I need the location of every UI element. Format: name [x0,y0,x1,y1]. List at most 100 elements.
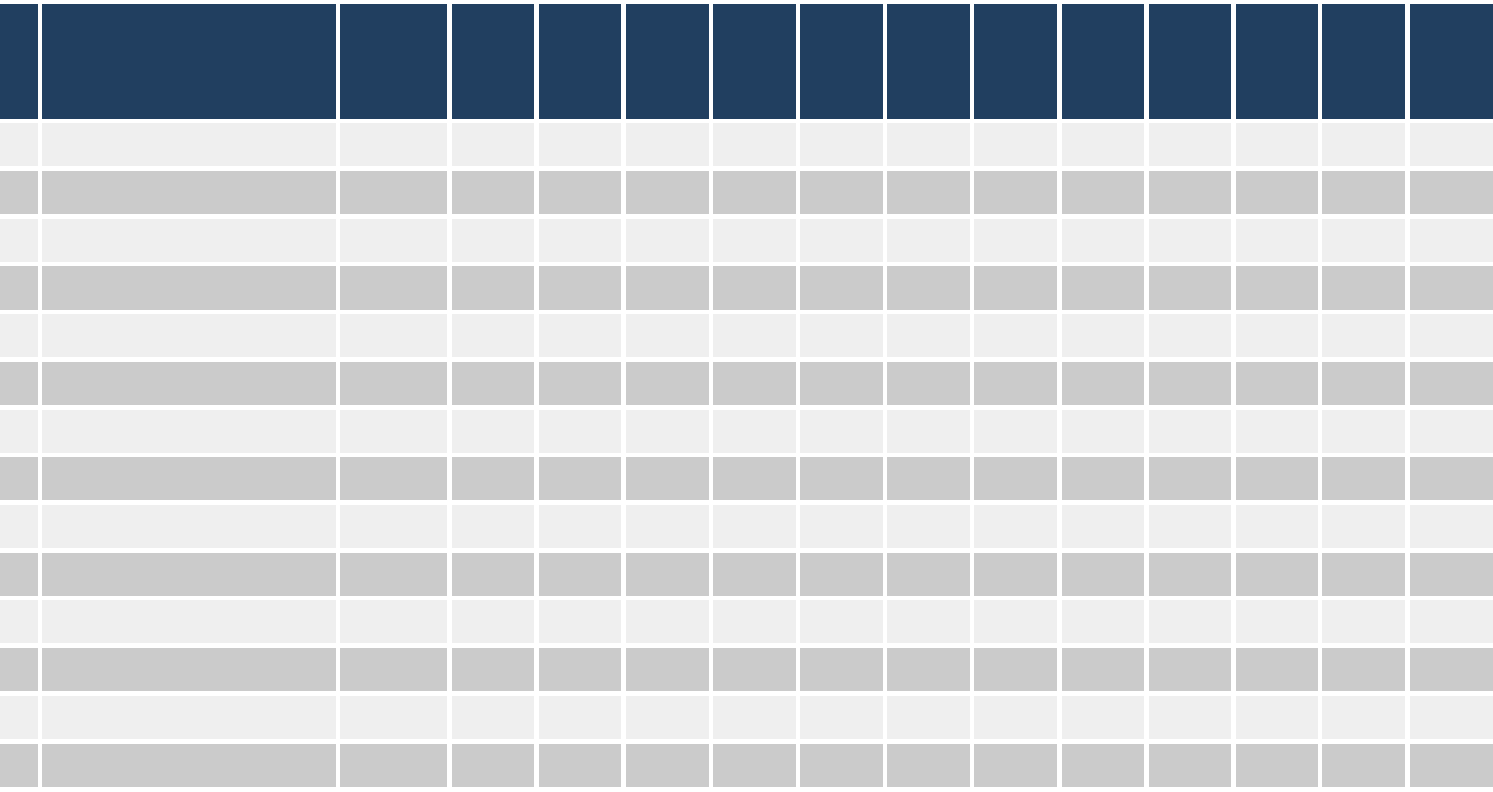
table-cell [340,266,447,310]
table-cell [1410,362,1493,405]
table-cell [42,314,336,357]
table-cell [800,600,883,643]
table-cell [0,457,38,500]
table-cell [1062,553,1144,596]
table-cell [1236,553,1318,596]
table-cell [800,553,883,596]
table-cell [539,314,621,357]
table-cell [539,744,621,787]
table-cell [539,219,621,262]
table-cell [1236,171,1318,214]
header-cell [539,4,621,119]
table-cell [1062,219,1144,262]
table-cell [713,219,796,262]
table-cell [1410,314,1493,357]
table-cell [800,171,883,214]
table-cell [42,744,336,787]
table-cell [713,410,796,453]
table-cell [539,696,621,739]
table-cell [1062,362,1144,405]
table-cell [0,696,38,739]
table-cell [800,744,883,787]
table-cell [539,600,621,643]
table-cell [626,648,709,691]
table-cell [1410,219,1493,262]
table-cell [340,505,447,548]
table-cell [1410,648,1493,691]
table-cell [452,171,534,214]
table-cell [340,457,447,500]
table-cell [713,362,796,405]
table-cell [887,553,970,596]
header-cell [800,4,883,119]
table-cell [1322,410,1405,453]
table-cell [800,266,883,310]
table-cell [626,410,709,453]
table-cell [1410,457,1493,500]
table-cell [1149,696,1231,739]
table-cell [1410,696,1493,739]
table-cell [800,314,883,357]
table-cell [539,123,621,166]
header-cell [1236,4,1318,119]
table-cell [974,171,1057,214]
table-cell [800,219,883,262]
table-cell [539,505,621,548]
table-cell [452,410,534,453]
table-cell [452,696,534,739]
header-cell [340,4,447,119]
table-cell [1149,457,1231,500]
table-cell [974,648,1057,691]
table-cell [42,648,336,691]
table-cell [1149,553,1231,596]
table-cell [340,219,447,262]
table-cell [1062,505,1144,548]
table-cell [1062,314,1144,357]
table-cell [1322,171,1405,214]
table-cell [887,123,970,166]
table-cell [887,171,970,214]
table-cell [626,266,709,310]
table-cell [1410,600,1493,643]
table-cell [340,171,447,214]
table-cell [0,600,38,643]
table-cell [713,648,796,691]
table-cell [1236,219,1318,262]
table-cell [626,171,709,214]
header-cell [452,4,534,119]
table-cell [1236,648,1318,691]
table-cell [42,457,336,500]
table-cell [974,553,1057,596]
table-cell [1410,410,1493,453]
table-cell [0,362,38,405]
table-cell [539,457,621,500]
table-cell [887,219,970,262]
table-cell [1062,123,1144,166]
table-cell [800,457,883,500]
table-cell [974,123,1057,166]
table-cell [1236,600,1318,643]
table-cell [800,505,883,548]
table-cell [1149,744,1231,787]
table-cell [626,457,709,500]
table-cell [974,457,1057,500]
table-cell [1322,696,1405,739]
table-cell [340,314,447,357]
table-cell [1410,266,1493,310]
table-cell [1322,314,1405,357]
table-cell [539,362,621,405]
table-cell [887,457,970,500]
table-cell [800,648,883,691]
table-cell [452,744,534,787]
table-cell [0,171,38,214]
table-cell [42,505,336,548]
table-cell [1149,314,1231,357]
table-cell [452,457,534,500]
table-cell [1062,410,1144,453]
table-cell [42,123,336,166]
table-cell [713,314,796,357]
table-cell [800,123,883,166]
table-cell [974,362,1057,405]
table-cell [1322,505,1405,548]
table-cell [713,696,796,739]
